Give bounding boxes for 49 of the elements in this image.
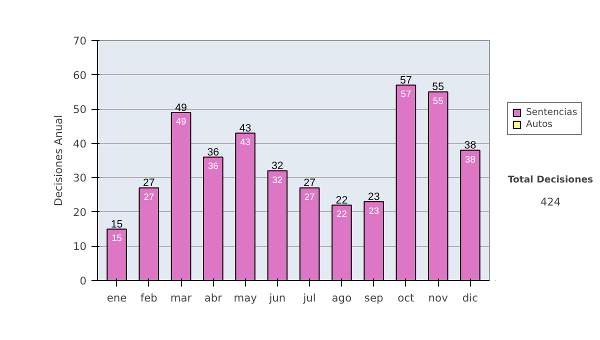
total-label: 15 bbox=[110, 218, 123, 230]
total-label: 27 bbox=[304, 177, 316, 190]
y-tick-label: 50 bbox=[72, 103, 87, 116]
x-tick-label: may bbox=[234, 292, 257, 304]
y-tick-label: 10 bbox=[72, 240, 87, 254]
x-tick-label: jun bbox=[268, 292, 286, 304]
data-label: 49 bbox=[176, 116, 186, 127]
data-label: 27 bbox=[304, 192, 315, 202]
y-axis-title: Decisiones Anual bbox=[52, 114, 65, 206]
total-label: 36 bbox=[207, 146, 220, 158]
total-label: 32 bbox=[272, 160, 284, 172]
data-label: 43 bbox=[240, 137, 251, 148]
data-label: 38 bbox=[465, 154, 476, 164]
legend-label: Sentencias bbox=[526, 107, 578, 118]
total-label: 38 bbox=[464, 140, 476, 152]
y-tick-label: 60 bbox=[72, 68, 87, 82]
y-tick-label: 30 bbox=[72, 172, 87, 185]
total-label: 49 bbox=[175, 102, 188, 114]
total-label: 43 bbox=[239, 122, 252, 134]
total-label: 22 bbox=[336, 194, 348, 206]
x-tick-label: mar bbox=[170, 292, 192, 304]
total-label: 23 bbox=[368, 190, 380, 203]
x-tick-label: sep bbox=[364, 292, 384, 304]
y-tick-label: 20 bbox=[72, 206, 87, 219]
y-tick-label: 0 bbox=[80, 274, 87, 288]
x-tick-label: nov bbox=[428, 292, 448, 304]
y-tick-label: 40 bbox=[72, 137, 87, 150]
x-tick-label: ene bbox=[106, 292, 127, 304]
legend-label: Autos bbox=[526, 119, 553, 130]
data-label: 22 bbox=[336, 209, 347, 220]
total-label: 57 bbox=[400, 74, 412, 86]
data-label: 36 bbox=[208, 161, 218, 172]
y-tick-label: 70 bbox=[72, 34, 87, 48]
data-label: 23 bbox=[368, 206, 380, 216]
data-label: 27 bbox=[144, 192, 154, 202]
x-tick-label: ago bbox=[332, 292, 352, 304]
x-tick-label: jul bbox=[302, 292, 316, 304]
total-label: 27 bbox=[142, 177, 155, 190]
x-tick-label: dic bbox=[462, 292, 478, 304]
text: Total Decisiones bbox=[508, 174, 594, 186]
x-tick-label: abr bbox=[204, 292, 223, 304]
data-label: 57 bbox=[400, 89, 412, 100]
text: 424 bbox=[540, 196, 561, 208]
total-label: 55 bbox=[432, 81, 444, 94]
x-tick-label: feb bbox=[140, 292, 158, 304]
data-label: 15 bbox=[112, 233, 122, 244]
data-label: 55 bbox=[432, 96, 444, 106]
x-tick-label: oct bbox=[398, 292, 414, 304]
data-label: 32 bbox=[272, 174, 283, 185]
